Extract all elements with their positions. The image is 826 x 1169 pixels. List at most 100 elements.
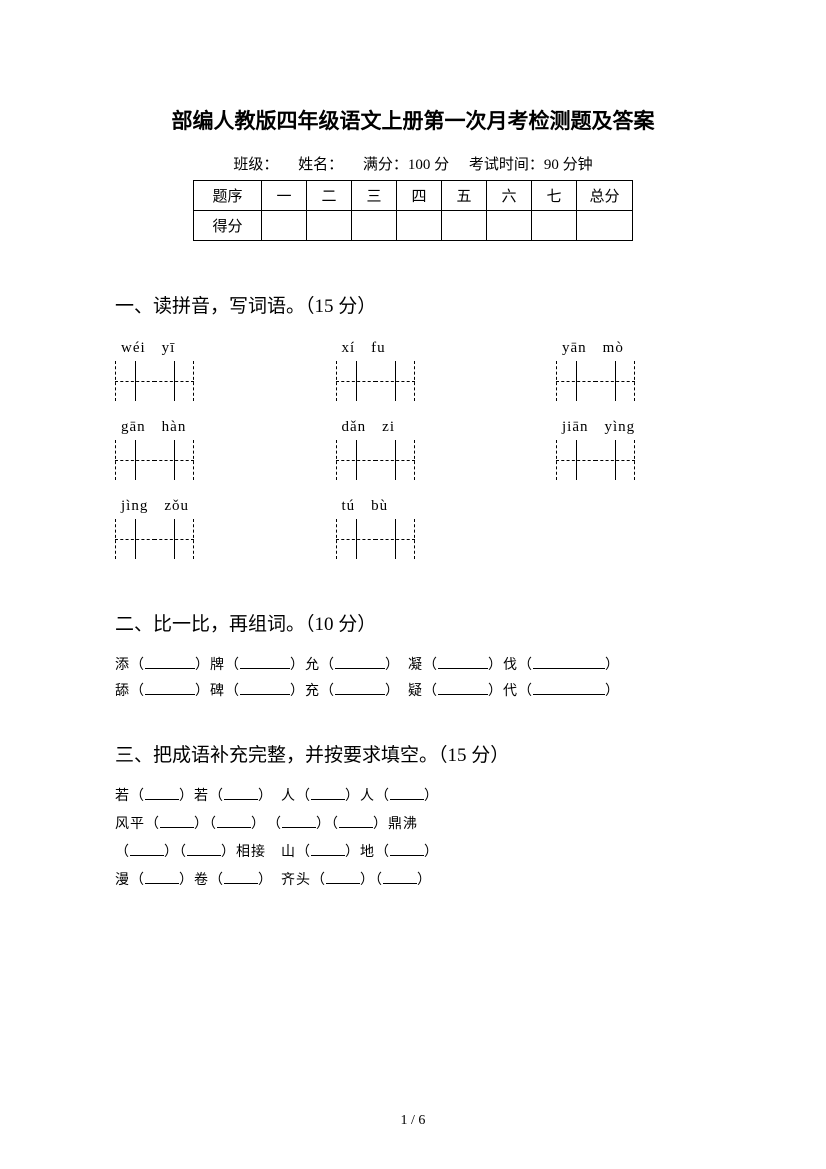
- blank: [438, 668, 488, 669]
- tianzige: [336, 361, 376, 401]
- blank: [326, 883, 360, 884]
- char: 舔: [115, 684, 130, 699]
- blank: [130, 855, 164, 856]
- meta-line: 班级： 姓名： 满分：100 分 考试时间：90 分钟: [115, 153, 711, 174]
- score-cell: [442, 211, 487, 241]
- pinyin-item: yān mò: [556, 336, 711, 401]
- score-cell: [262, 211, 307, 241]
- tian-pair: [115, 440, 270, 480]
- tianzige: [154, 440, 194, 480]
- pinyin-row: wéi yī xí fu yān mò: [115, 336, 711, 401]
- row-label: 得分: [194, 211, 262, 241]
- tian-pair: [115, 519, 270, 559]
- blank: [240, 694, 290, 695]
- pinyin-item: gān hàn: [115, 415, 270, 480]
- blank: [240, 668, 290, 669]
- score-table: 题序 一 二 三 四 五 六 七 总分 得分: [193, 180, 633, 241]
- blank: [335, 668, 385, 669]
- score-cell: [577, 211, 633, 241]
- blank: [383, 883, 417, 884]
- pinyin-item: dǎn zi: [336, 415, 491, 480]
- tian-pair: [556, 361, 711, 401]
- char: 人: [360, 789, 375, 804]
- time-label: 考试时间：90 分钟: [469, 157, 593, 173]
- pinyin-item: jìng zǒu: [115, 494, 270, 559]
- pinyin-item: tú bù: [336, 494, 491, 559]
- tian-pair: [336, 440, 491, 480]
- fullscore-label: 满分：100 分: [363, 157, 449, 173]
- char: 齐头: [281, 873, 311, 888]
- char: 牌: [210, 658, 225, 673]
- blank: [533, 694, 605, 695]
- score-cell: [532, 211, 577, 241]
- blank: [224, 883, 258, 884]
- blank: [217, 827, 251, 828]
- blank: [339, 827, 373, 828]
- col-total: 总分: [577, 181, 633, 211]
- col-head: 四: [397, 181, 442, 211]
- score-cell: [487, 211, 532, 241]
- col-head: 二: [307, 181, 352, 211]
- pinyin-item: jiān yìng: [556, 415, 711, 480]
- tian-pair: [336, 519, 491, 559]
- section1-heading: 一、读拼音，写词语。（15 分）: [115, 291, 711, 318]
- pinyin-text: jìng zǒu: [115, 494, 270, 515]
- char: 鼎沸: [388, 817, 418, 832]
- blank: [145, 668, 195, 669]
- page-number: 1 / 6: [0, 1113, 826, 1129]
- section3-heading: 三、把成语补充完整，并按要求填空。（15 分）: [115, 740, 711, 767]
- char: 允: [305, 658, 320, 673]
- tianzige: [375, 440, 415, 480]
- sec2-line: 添（）牌（）允（） 凝（）伐（）: [115, 654, 711, 674]
- tianzige: [375, 519, 415, 559]
- sec3-line: 漫（）卷（） 齐头（）（）: [115, 869, 711, 889]
- char: 漫: [115, 873, 130, 888]
- name-label: 姓名：: [298, 157, 343, 173]
- blank: [224, 799, 258, 800]
- blank: [282, 827, 316, 828]
- pinyin-text: yān mò: [556, 336, 711, 357]
- table-row: 题序 一 二 三 四 五 六 七 总分: [194, 181, 633, 211]
- col-head: 六: [487, 181, 532, 211]
- blank: [390, 855, 424, 856]
- char: 人: [281, 789, 296, 804]
- col-head: 五: [442, 181, 487, 211]
- blank: [311, 855, 345, 856]
- section2-heading: 二、比一比，再组词。（10 分）: [115, 609, 711, 636]
- char: 疑: [408, 684, 423, 699]
- pinyin-text: xí fu: [336, 336, 491, 357]
- pinyin-item-empty: [556, 494, 711, 559]
- tianzige: [336, 519, 376, 559]
- col-head: 一: [262, 181, 307, 211]
- tianzige: [115, 361, 155, 401]
- char: 若: [115, 789, 130, 804]
- pinyin-item: wéi yī: [115, 336, 270, 401]
- class-label: 班级：: [233, 157, 278, 173]
- score-cell: [397, 211, 442, 241]
- char: 添: [115, 658, 130, 673]
- char: 风平: [115, 817, 145, 832]
- tianzige: [595, 361, 635, 401]
- tianzige: [556, 361, 596, 401]
- pinyin-row: jìng zǒu tú bù: [115, 494, 711, 559]
- char: 若: [194, 789, 209, 804]
- char: 地: [360, 845, 375, 860]
- tianzige: [375, 361, 415, 401]
- blank: [335, 694, 385, 695]
- blank: [533, 668, 605, 669]
- tianzige: [154, 361, 194, 401]
- char: 充: [305, 684, 320, 699]
- blank: [160, 827, 194, 828]
- col-head: 七: [532, 181, 577, 211]
- pinyin-grid: wéi yī xí fu yān mò: [115, 336, 711, 559]
- tian-pair: [115, 361, 270, 401]
- sec3-line: （）（）相接 山（）地（）: [115, 841, 711, 861]
- col-head: 三: [352, 181, 397, 211]
- sec3-line: 风平（）（） （）（）鼎沸: [115, 813, 711, 833]
- blank: [145, 694, 195, 695]
- pinyin-text: tú bù: [336, 494, 491, 515]
- char: 卷: [194, 873, 209, 888]
- pinyin-text: wéi yī: [115, 336, 270, 357]
- blank: [145, 799, 179, 800]
- blank: [145, 883, 179, 884]
